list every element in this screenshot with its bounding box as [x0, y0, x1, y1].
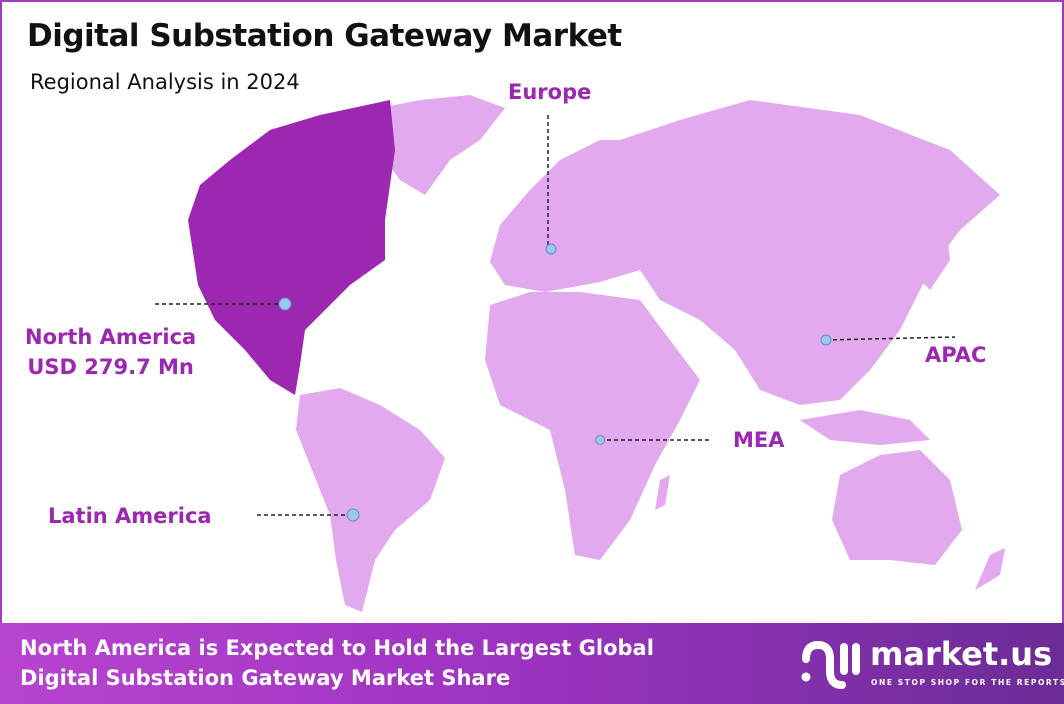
logo-wordmark: market.us: [870, 635, 1053, 673]
europe-label: Europe: [508, 80, 592, 104]
mea-marker: [595, 435, 605, 445]
logo-mark-icon: [801, 640, 860, 689]
logo-tagline: ONE STOP SHOP FOR THE REPORTS: [871, 678, 1064, 687]
latin-america-marker: [346, 508, 360, 522]
page-title: Digital Substation Gateway Market: [27, 18, 622, 54]
region-name: North America: [25, 325, 197, 349]
apac-label: APAC: [925, 343, 987, 367]
australia: [832, 450, 962, 565]
greenland: [360, 95, 505, 195]
se-asia-islands: [800, 410, 930, 445]
region-value: USD 279.7 Mn: [27, 355, 194, 379]
footer-text: North America is Expected to Hold the La…: [20, 633, 654, 693]
new-zealand: [975, 548, 1005, 590]
page-subtitle: Regional Analysis in 2024: [30, 70, 300, 94]
apac-marker: [820, 334, 832, 346]
japan: [920, 215, 950, 290]
europe: [490, 140, 640, 292]
latin-america-label: Latin America: [48, 504, 212, 528]
asia: [620, 100, 1000, 405]
south-america: [296, 388, 445, 612]
mea-label: MEA: [733, 428, 785, 452]
europe-marker: [545, 243, 557, 255]
north-america-label: North America USD 279.7 Mn: [25, 322, 196, 382]
north-america-marker: [278, 297, 292, 311]
africa: [485, 292, 700, 560]
north-america: [188, 100, 395, 395]
apac-leader: [825, 336, 956, 341]
madagascar: [655, 475, 670, 510]
footer-line-2: Digital Substation Gateway Market Share: [20, 666, 511, 690]
footer-line-1: North America is Expected to Hold the La…: [20, 636, 654, 660]
footer-banner: North America is Expected to Hold the La…: [0, 623, 1064, 704]
market-us-logo: market.us ONE STOP SHOP FOR THE REPORTS: [800, 635, 1064, 695]
